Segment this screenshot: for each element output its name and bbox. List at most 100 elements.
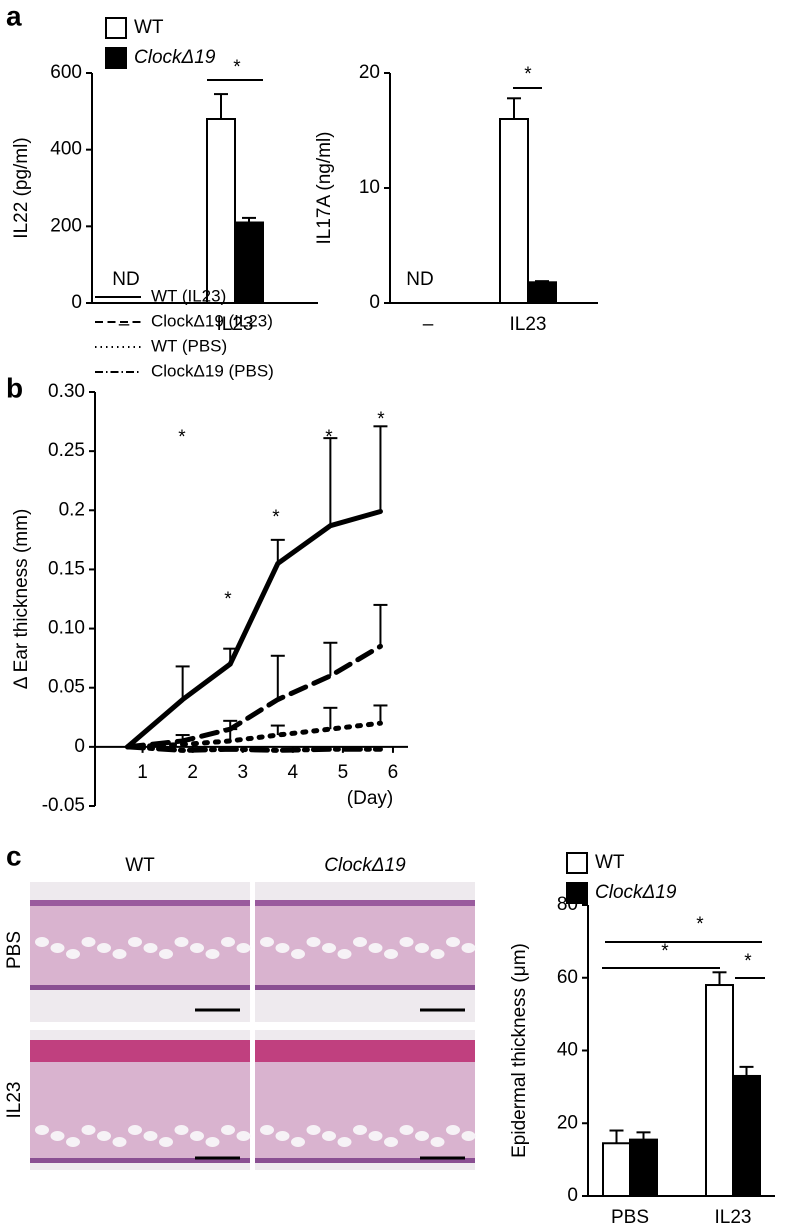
legend-label: ClockΔ19 (595, 882, 677, 903)
y-tick-label: 0.10 (48, 618, 85, 639)
x-axis-label: (Day) (347, 788, 393, 809)
epidermis-bottom (30, 985, 250, 990)
y-tick-label: -0.05 (42, 795, 85, 816)
fat-cell (35, 1125, 49, 1135)
fat-cell (143, 1131, 158, 1141)
y-tick-label: 40 (557, 1040, 578, 1061)
y-tick-label: 0 (74, 736, 85, 757)
bar (732, 1074, 761, 1198)
fat-cell (446, 937, 460, 947)
panel-label: c (6, 840, 22, 871)
fat-cell (399, 937, 414, 947)
fat-cell (112, 949, 127, 959)
significance-mark: * (272, 507, 280, 528)
fat-cell (306, 937, 321, 947)
x-tick-label: IL23 (510, 314, 547, 335)
y-tick-label: 400 (50, 139, 82, 160)
x-tick-label: IL23 (217, 314, 254, 335)
histology-image (30, 1030, 251, 1170)
legend-label: WT (134, 17, 164, 38)
fat-cell (399, 1125, 414, 1135)
fat-cell (112, 1137, 127, 1147)
x-tick-label: PBS (611, 1207, 649, 1228)
image-column-label: WT (125, 855, 155, 876)
y-axis-label: Δ Ear thickness (mm) (11, 509, 32, 690)
epidermis (255, 1040, 475, 1062)
significance-mark: * (178, 427, 186, 448)
fat-cell (97, 1131, 111, 1141)
fat-cell (81, 1125, 96, 1135)
fat-cell (174, 937, 189, 947)
fat-cell (205, 1137, 220, 1147)
epidermis-bottom (255, 1158, 475, 1163)
legend-label: WT (IL23) (151, 286, 226, 305)
fat-cell (221, 937, 235, 947)
error-bar (323, 706, 338, 730)
error-bar (242, 216, 256, 223)
fat-cell (461, 943, 476, 953)
y-axis-label: Epidermal thickness (μm) (509, 943, 530, 1158)
panel-label: b (6, 372, 23, 403)
significance-mark: * (744, 951, 752, 972)
fat-cell (353, 1125, 367, 1135)
y-tick-label: 20 (557, 1112, 578, 1133)
epidermis (30, 1040, 250, 1062)
error-bar (323, 641, 338, 676)
panel-label: a (6, 0, 22, 31)
y-tick-label: 60 (557, 967, 578, 988)
x-tick-label: 5 (338, 762, 349, 783)
legend-label: ClockΔ19 (IL23) (151, 311, 273, 330)
data-line (125, 744, 383, 753)
annotation: ND (112, 269, 139, 290)
fat-cell (66, 949, 80, 959)
fat-cell (415, 1131, 429, 1141)
fat-cell (306, 1125, 321, 1135)
bar (499, 118, 529, 304)
bar (206, 118, 236, 304)
y-tick-label: 0 (71, 292, 82, 313)
fat-cell (384, 1137, 398, 1147)
fat-cell (337, 1137, 352, 1147)
error-bar (373, 425, 388, 512)
legend-label: WT (PBS) (151, 336, 227, 355)
y-axis-label: IL17A (ng/ml) (314, 132, 335, 245)
legend-swatch (566, 882, 588, 904)
image-column-label: ClockΔ19 (324, 855, 406, 876)
fat-cell (415, 943, 429, 953)
fat-cell (384, 949, 398, 959)
histology-image (255, 882, 476, 1022)
fat-cell (368, 1131, 383, 1141)
error-bar (373, 704, 388, 724)
y-tick-label: 0.25 (48, 440, 85, 461)
data-line (125, 508, 383, 750)
fat-cell (190, 1131, 204, 1141)
fat-cell (291, 949, 305, 959)
fat-cell (461, 1131, 476, 1141)
error-bar (175, 665, 190, 700)
epidermis (255, 900, 475, 906)
fat-cell (159, 949, 173, 959)
significance-mark: * (233, 57, 241, 78)
bar (527, 281, 557, 304)
fat-cell (275, 1131, 290, 1141)
fat-cell (260, 937, 274, 947)
significance-mark: * (224, 589, 232, 610)
x-tick-label: 6 (388, 762, 399, 783)
x-tick-label: 3 (237, 762, 248, 783)
fat-cell (66, 1137, 80, 1147)
x-tick-label: 2 (187, 762, 198, 783)
epidermis-bottom (255, 985, 475, 990)
y-tick-label: 600 (50, 62, 82, 83)
fat-cell (50, 943, 65, 953)
epidermis-bottom (30, 1158, 250, 1163)
y-axis-label: IL22 (pg/ml) (11, 137, 32, 238)
error-bar (636, 1131, 651, 1140)
x-tick-label: – (423, 314, 434, 335)
y-tick-label: 0 (567, 1185, 578, 1206)
x-tick-label: 1 (137, 762, 148, 783)
fat-cell (81, 937, 96, 947)
error-bar (270, 538, 285, 564)
fat-cell (430, 949, 445, 959)
y-tick-label: 10 (359, 177, 380, 198)
